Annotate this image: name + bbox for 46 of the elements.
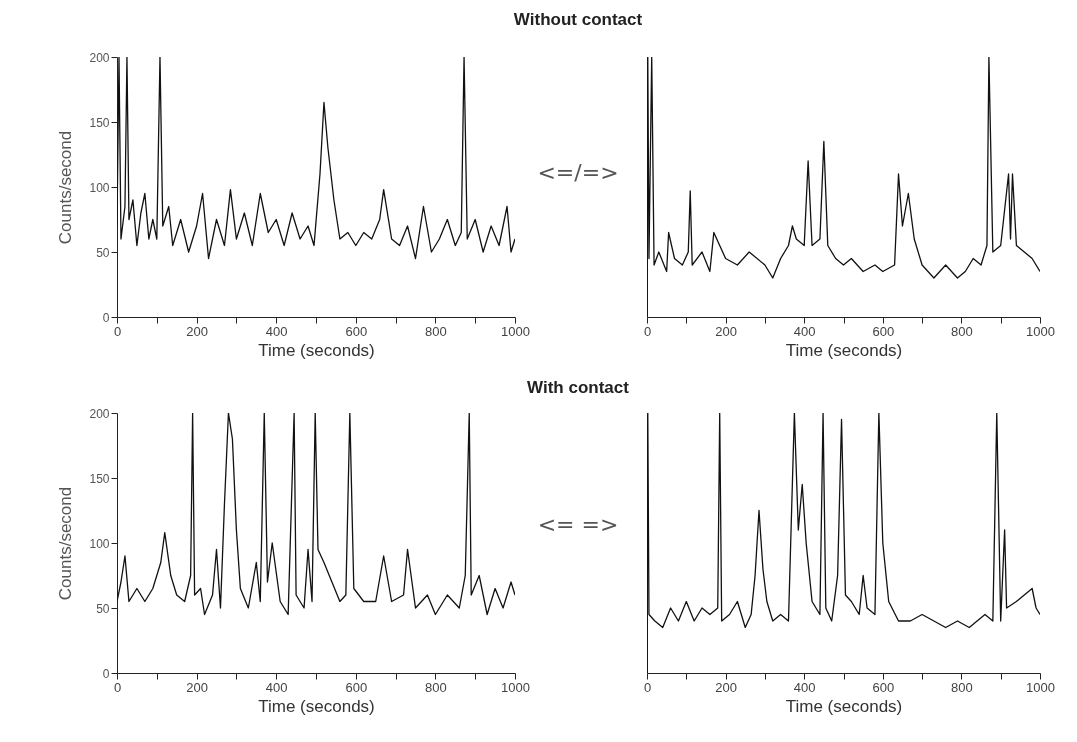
y-tick-label: 100 xyxy=(89,180,110,195)
y-tick-label: 50 xyxy=(96,601,110,616)
x-tick-label: 0 xyxy=(643,679,652,695)
x-tick-label: 800 xyxy=(425,679,447,695)
x-tick-label: 600 xyxy=(872,679,895,695)
y-tick-label: 200 xyxy=(89,50,110,65)
x-tick-label: 400 xyxy=(793,323,816,339)
x-axis-title: Time (seconds) xyxy=(785,340,903,360)
x-tick-label: 200 xyxy=(715,323,737,339)
y-axis-title: Counts/second xyxy=(56,486,76,601)
x-axis-title: Time (seconds) xyxy=(258,340,375,360)
x-tick-label: 800 xyxy=(951,679,973,695)
text: <=/=> xyxy=(536,160,620,185)
text: With contact xyxy=(526,378,630,398)
x-tick-label: 0 xyxy=(643,323,652,339)
x-tick-label: 1000 xyxy=(1026,679,1055,695)
x-tick-label: 1000 xyxy=(501,323,530,339)
x-tick-label: 400 xyxy=(265,323,288,339)
y-tick-label: 100 xyxy=(89,536,110,551)
y-tick-label: 0 xyxy=(102,666,110,681)
line-series xyxy=(117,413,515,616)
x-tick-label: 400 xyxy=(793,679,816,695)
x-tick-label: 600 xyxy=(872,323,895,339)
x-tick-label: 800 xyxy=(425,323,447,339)
x-tick-label: 200 xyxy=(186,323,208,339)
y-tick-label: 150 xyxy=(89,471,110,486)
line-series xyxy=(117,57,515,260)
text: <= => xyxy=(536,512,620,537)
x-tick-label: 800 xyxy=(951,323,973,339)
y-tick-label: 200 xyxy=(89,406,110,421)
y-tick-label: 0 xyxy=(102,310,110,325)
y-tick-label: 50 xyxy=(96,245,110,260)
x-tick-label: 200 xyxy=(186,679,208,695)
text: Without contact xyxy=(512,10,644,30)
x-axis-title: Time (seconds) xyxy=(258,696,375,716)
x-tick-label: 200 xyxy=(715,679,737,695)
x-axis-title: Time (seconds) xyxy=(785,696,903,716)
y-tick-label: 150 xyxy=(89,115,110,130)
y-axis-title: Counts/second xyxy=(56,130,76,245)
x-tick-label: 1000 xyxy=(501,679,530,695)
x-tick-label: 600 xyxy=(345,679,368,695)
x-tick-label: 0 xyxy=(113,679,122,695)
x-tick-label: 1000 xyxy=(1026,323,1055,339)
x-tick-label: 0 xyxy=(113,323,122,339)
x-tick-label: 400 xyxy=(265,679,288,695)
x-tick-label: 600 xyxy=(345,323,368,339)
